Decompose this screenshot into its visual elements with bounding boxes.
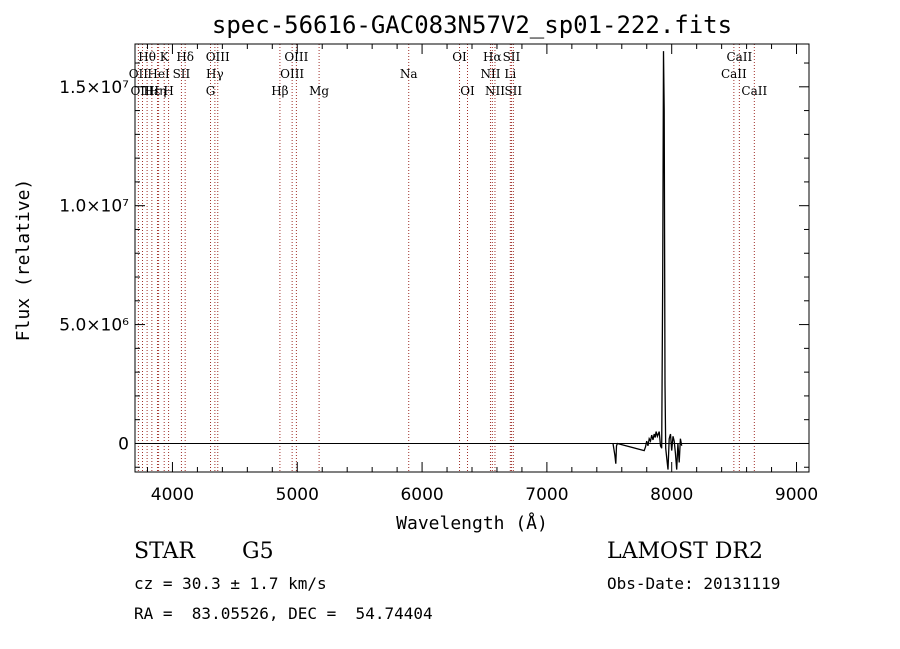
x-tick-label: 8000: [650, 485, 693, 505]
coordinates: RA = 83.05526, DEC = 54.74404: [134, 604, 433, 623]
marker-label: CaII: [721, 67, 747, 81]
marker-label: HeI: [147, 67, 170, 81]
y-tick-label: 5.0×10⁶: [59, 316, 129, 336]
y-axis-label: Flux (relative): [13, 179, 34, 342]
marker-label: Hα: [483, 50, 502, 64]
marker-label: Na: [400, 67, 418, 81]
marker-label: Hδ: [176, 50, 194, 64]
series-layer: [135, 51, 809, 470]
x-tick-label: 5000: [276, 485, 319, 505]
marker-label: OIII: [206, 50, 230, 64]
marker-label: OIII: [284, 50, 308, 64]
x-tick-label: 4000: [151, 485, 194, 505]
marker-label: SII: [173, 67, 191, 81]
marker-label: Li: [504, 67, 516, 81]
x-axis-label: Wavelength (Å): [396, 512, 548, 534]
marker-label: Hβ: [271, 84, 288, 98]
marker-label: Hη: [149, 84, 167, 98]
marker-label: OI: [452, 50, 467, 64]
y-tick-label: 1.5×10⁷: [59, 78, 129, 98]
marker-label: CaII: [741, 84, 767, 98]
marker-label: CaII: [726, 50, 752, 64]
marker-label: SII: [504, 84, 522, 98]
marker-label: Mg: [309, 84, 329, 98]
object-subclass: G5: [242, 539, 274, 564]
chart-title: spec-56616-GAC083N57V2_sp01-222.fits: [212, 11, 732, 39]
survey-name: LAMOST DR2: [607, 539, 763, 564]
marker-label: Hγ: [206, 67, 224, 81]
marker-label: NII: [480, 67, 500, 81]
marker-label: Hε: [144, 84, 161, 98]
y-tick-label: 1.0×10⁷: [59, 197, 129, 217]
spectral-line-markers: [137, 44, 755, 472]
marker-label: OIII: [130, 84, 154, 98]
marker-label: Hθ: [138, 50, 156, 64]
spectrum-line: [612, 51, 683, 470]
object-class: STAR: [134, 539, 195, 564]
marker-label: K: [160, 50, 170, 64]
marker-label: G: [206, 84, 216, 98]
observation-date: Obs-Date: 20131119: [607, 574, 781, 593]
marker-label: SII: [503, 50, 521, 64]
x-tick-label: 9000: [775, 485, 818, 505]
x-tick-label: 6000: [400, 485, 443, 505]
marker-label: OIII: [280, 67, 304, 81]
marker-label: OII: [129, 67, 149, 81]
marker-label: NII: [485, 84, 505, 98]
marker-label: OI: [460, 84, 475, 98]
y-tick-label: 0: [118, 434, 129, 454]
marker-label: H: [163, 84, 173, 98]
plot-frame: [134, 43, 810, 473]
x-tick-label: 7000: [525, 485, 568, 505]
x-axis: 4000 5000 6000 7000 8000 9000: [146, 44, 818, 505]
y-axis: 0 5.0×10⁶ 1.0×10⁷ 1.5×10⁷: [59, 62, 809, 468]
redshift-velocity: cz = 30.3 ± 1.7 km/s: [134, 574, 327, 593]
